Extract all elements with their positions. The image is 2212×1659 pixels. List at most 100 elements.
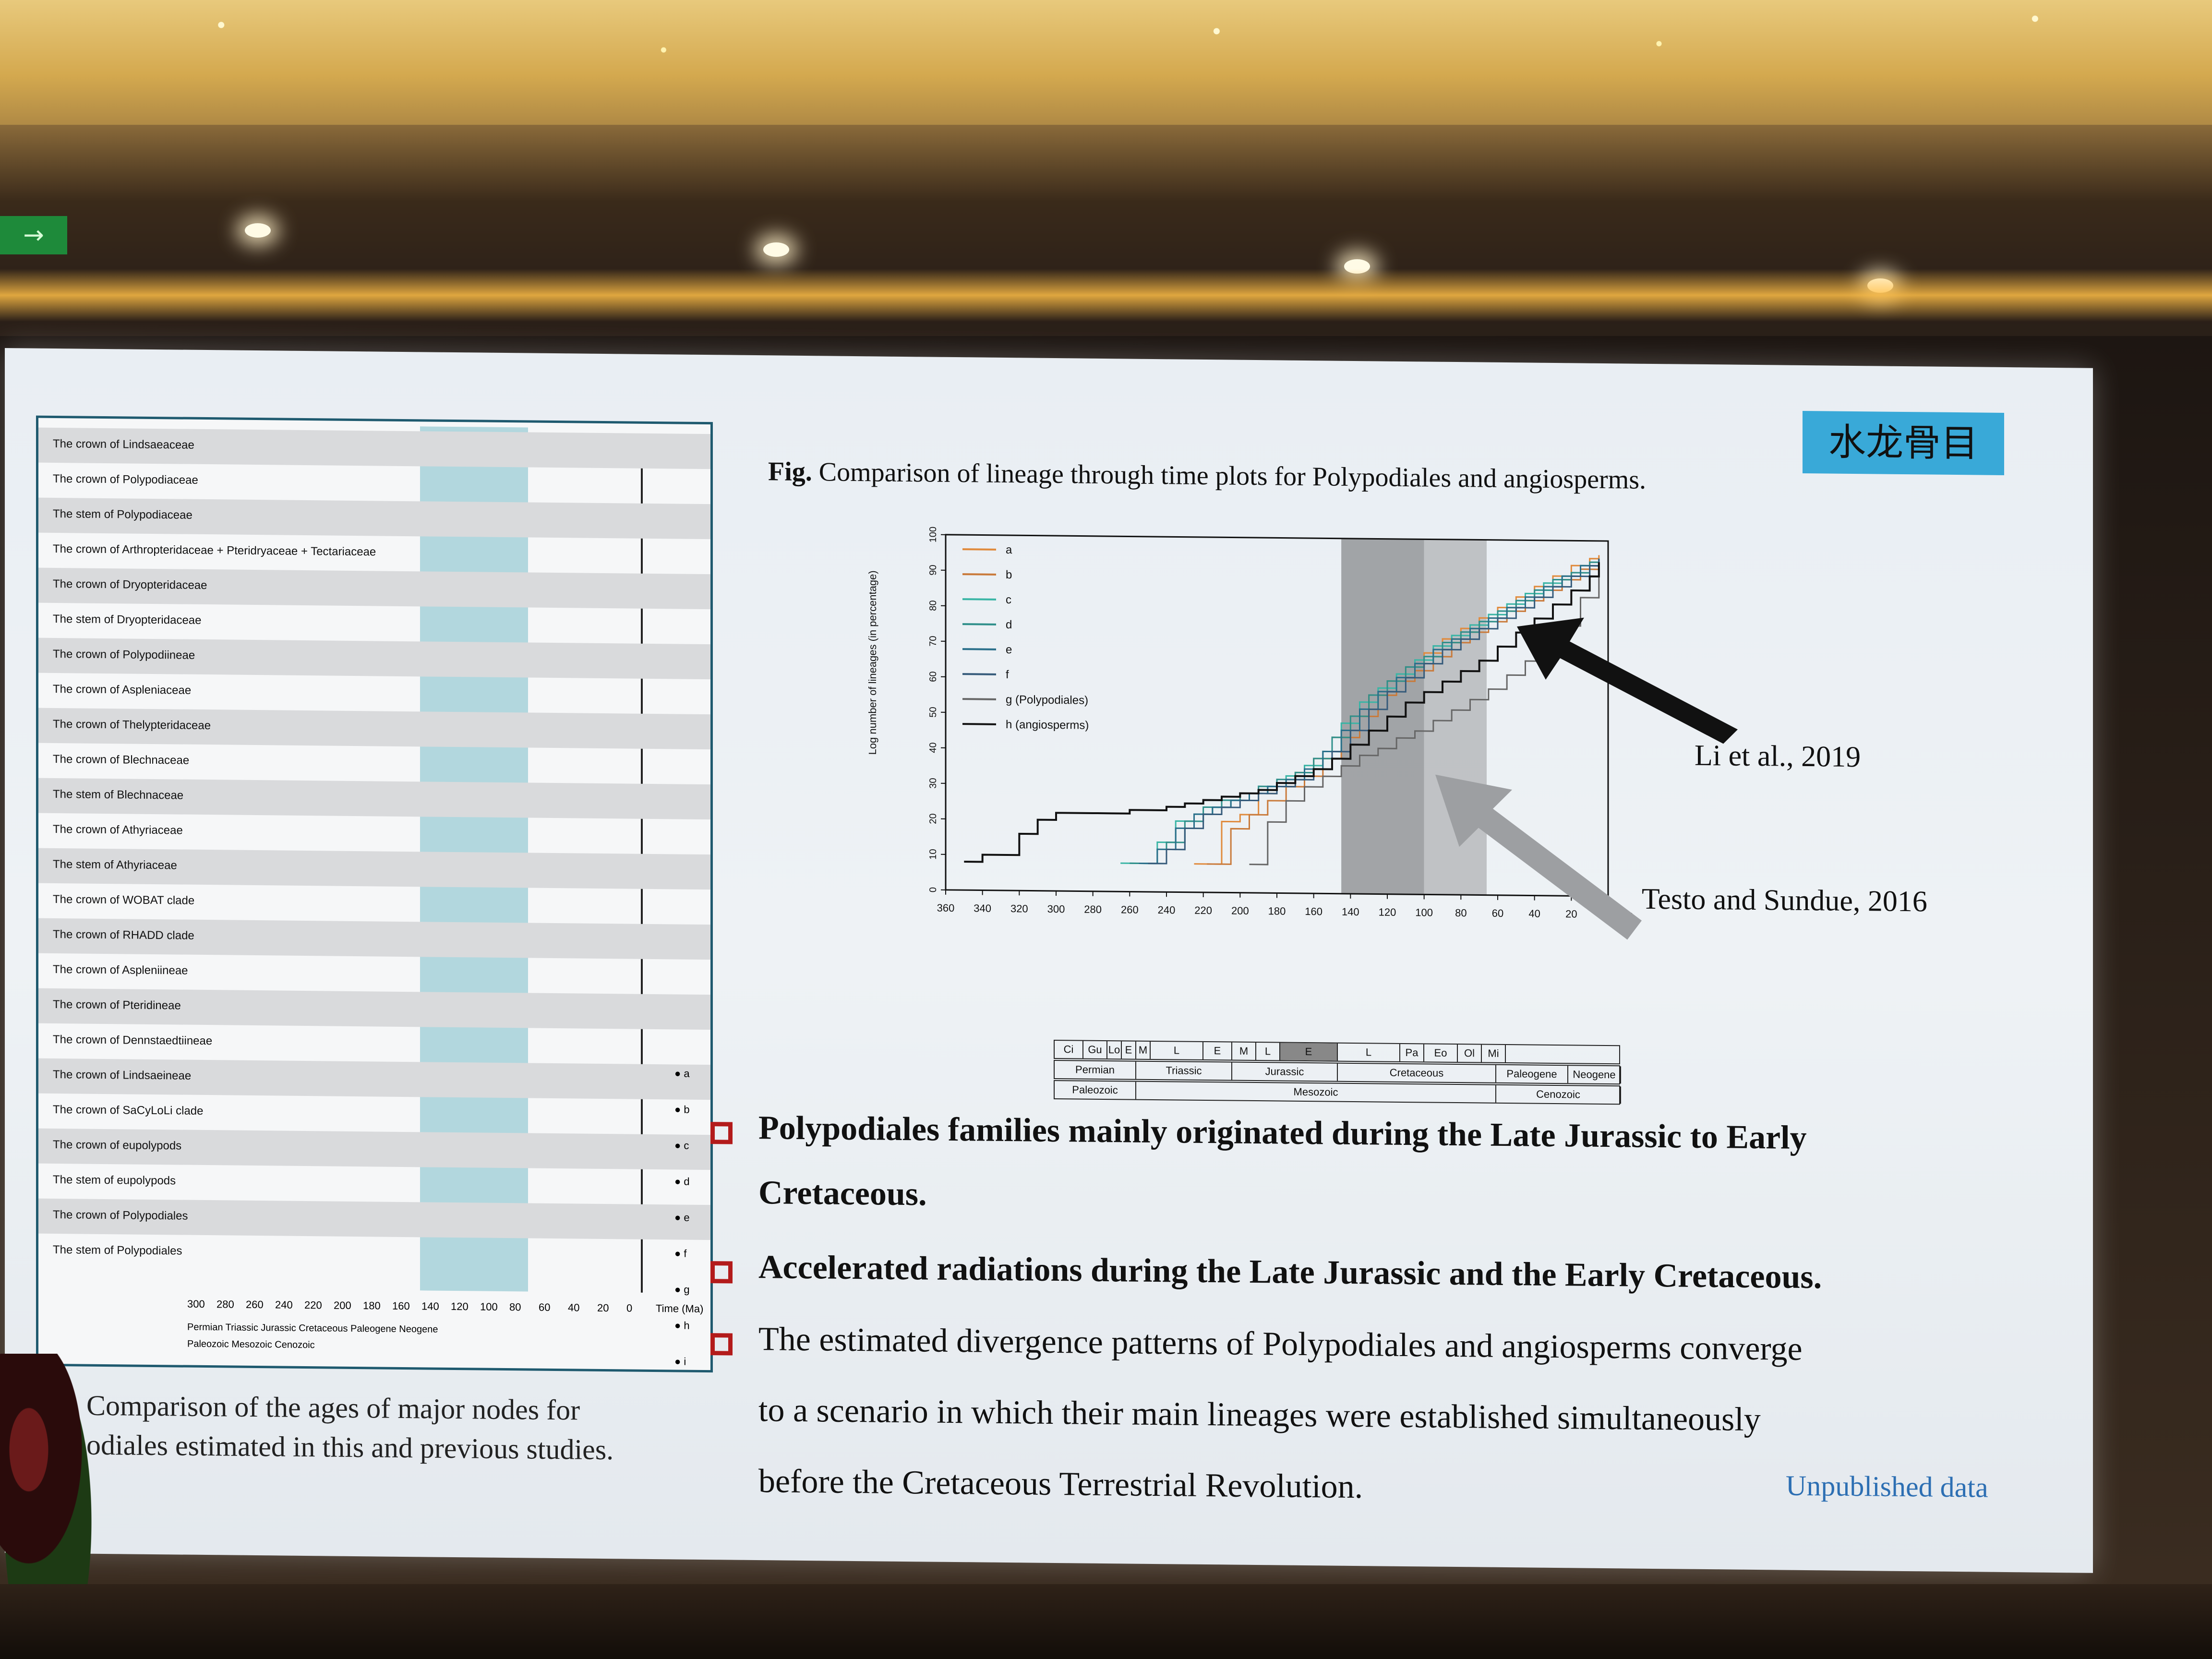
node-row-label: The stem of Polypodiaceae xyxy=(53,507,192,522)
x-tick-label: 140 xyxy=(1342,906,1359,918)
legend-swatch xyxy=(962,623,996,625)
node-row: The crown of Polypodiaceae xyxy=(38,463,710,504)
legend-label: e xyxy=(1006,643,1012,656)
time-scale-cell: Lo xyxy=(1107,1041,1122,1059)
node-row: The stem of eupolypods xyxy=(38,1164,710,1205)
bullet-text: Cretaceous. xyxy=(758,1174,927,1213)
node-row-label: The stem of Dryopteridaceae xyxy=(53,612,202,627)
time-scale-cell: Ol xyxy=(1458,1045,1482,1062)
x-tick-label: 80 xyxy=(1455,907,1467,919)
y-tick-label: 60 xyxy=(928,671,938,682)
node-row-label: The stem of Blechnaceae xyxy=(53,787,184,802)
y-tick-label: 80 xyxy=(928,600,938,611)
x-tick-label: 60 xyxy=(1492,907,1503,919)
y-tick-label: 20 xyxy=(928,813,938,824)
legend-label: h (angiosperms) xyxy=(1006,718,1089,732)
node-row-label: The crown of Polypodiineae xyxy=(53,647,195,662)
node-row-label: The crown of Thelypteridaceae xyxy=(53,717,211,733)
time-scale-cell: Gu xyxy=(1083,1041,1107,1059)
time-scale-cell: Permian xyxy=(1055,1060,1136,1079)
ltt-chart: 360 340 320 300 280 260 240 220 200 180 160 140 120 1… xyxy=(902,486,1632,1026)
time-scale-cell: Paleogene xyxy=(1496,1065,1568,1083)
time-scale-cell: Jurassic xyxy=(1232,1062,1338,1081)
li-arrow xyxy=(1517,617,1738,744)
axis-tick-label: 300 xyxy=(187,1298,205,1310)
time-scale-cell: Mi xyxy=(1482,1045,1506,1063)
node-row: The crown of Pteridineae xyxy=(38,988,710,1030)
bullet-text: Polypodiales families mainly originated … xyxy=(758,1109,1807,1157)
bullet-text: Accelerated radiations during the Late J… xyxy=(758,1249,1822,1296)
time-scale-cell: Mesozoic xyxy=(1136,1082,1496,1103)
x-tick-label: 20 xyxy=(1565,908,1577,920)
axis-tick-label: 200 xyxy=(334,1299,351,1311)
node-row-label: The crown of Dryopteridaceae xyxy=(53,577,207,592)
node-row: The crown of Arthropteridaceae + Pteridr… xyxy=(38,533,710,574)
projection-screen: The crown of Lindsaeaceae The crown of Po… xyxy=(5,348,2093,1573)
era-row: Paleozoic Mesozoic Cenozoic xyxy=(1054,1080,1621,1105)
axis-tick-label: 100 xyxy=(480,1300,498,1313)
order-tag: 水龙骨目 xyxy=(1803,410,2004,475)
node-row: The crown of RHADD clade xyxy=(38,918,710,960)
bullet-text: before the Cretaceous Terrestrial Revolu… xyxy=(758,1463,1363,1506)
geologic-time-scale: Ci Gu Lo E M L E M L E L Pa Eo Ol Mi Permian Triassic Jur… xyxy=(1054,1039,1621,1107)
y-tick-label: 0 xyxy=(928,887,938,892)
axis-title: Time (Ma) xyxy=(656,1302,704,1315)
x-tick-label: 180 xyxy=(1268,905,1286,917)
legend-swatch xyxy=(962,548,996,551)
bullet-text: The estimated divergence patterns of Pol… xyxy=(758,1321,1803,1368)
node-row-label: The stem of Polypodiales xyxy=(53,1243,182,1258)
node-row: The stem of Dryopteridaceae xyxy=(38,603,710,644)
x-tick-label: 260 xyxy=(1121,903,1139,915)
node-row: The crown of Aspleniaceae xyxy=(38,673,710,714)
time-scale-cell: Pa xyxy=(1400,1044,1424,1062)
era-row: Paleozoic Mesozoic Cenozoic xyxy=(187,1338,315,1351)
node-row: The crown of Dennstaedtiineae xyxy=(38,1023,710,1065)
figure-label: Fig. xyxy=(768,457,812,487)
legend-entry: ● f xyxy=(674,1247,687,1260)
node-row-label: The crown of Lindsaeaceae xyxy=(53,437,194,452)
node-row: The crown of Dryopteridaceae xyxy=(38,567,710,610)
axis-tick-label: 60 xyxy=(539,1301,551,1313)
node-row-label: The crown of Dennstaedtiineae xyxy=(53,1033,213,1048)
bullet-list: Polypodiales families mainly originated … xyxy=(710,1108,2007,1505)
time-scale-cell: L xyxy=(1151,1041,1203,1059)
y-tick-label: 30 xyxy=(928,778,938,788)
node-row: The crown of Aspleniineae xyxy=(38,953,710,995)
x-tick-label: 280 xyxy=(1084,903,1102,915)
decorative-plant xyxy=(0,1354,96,1594)
x-tick-label: 120 xyxy=(1379,906,1396,918)
node-row-label: The crown of Polypodiaceae xyxy=(53,472,198,487)
axis-tick-label: 220 xyxy=(304,1298,322,1311)
axis-tick-label: 140 xyxy=(421,1300,439,1312)
node-row-label: The crown of Pteridineae xyxy=(53,998,181,1012)
time-scale-cell: Cretaceous xyxy=(1338,1063,1496,1082)
axis-tick-label: 260 xyxy=(246,1298,264,1311)
legend-entry: ● e xyxy=(674,1211,690,1224)
time-scale-cell: Ci xyxy=(1055,1040,1083,1058)
legend-entry: ● d xyxy=(674,1175,690,1188)
axis-tick-label: 40 xyxy=(568,1301,580,1314)
audience-floor xyxy=(0,1584,2212,1659)
x-tick-label: 340 xyxy=(974,902,991,914)
node-row-label: The crown of Aspleniineae xyxy=(53,962,188,977)
node-row-label: The stem of Athyriaceae xyxy=(53,857,177,872)
node-row-label: The crown of Lindsaeineae xyxy=(53,1068,192,1082)
node-row: The crown of Lindsaeineae xyxy=(38,1058,710,1100)
node-row-label: The crown of eupolypods xyxy=(53,1138,182,1153)
x-tick-label: 200 xyxy=(1231,905,1249,917)
node-row: The crown of WOBAT clade xyxy=(38,883,710,925)
node-row: The crown of Athyriaceae xyxy=(38,813,710,854)
axis-tick-label: 280 xyxy=(216,1298,234,1310)
node-age-figure: The crown of Lindsaeaceae The crown of Po… xyxy=(36,415,713,1373)
node-row: The crown of Blechnaceae xyxy=(38,743,710,784)
legend-label: d xyxy=(1006,618,1012,631)
time-scale-cell: L xyxy=(1338,1043,1400,1061)
y-tick-label: 40 xyxy=(928,742,938,753)
spotlight xyxy=(245,223,271,238)
series-line-h xyxy=(964,562,1600,863)
legend-label: c xyxy=(1006,593,1011,606)
node-row: The crown of Lindsaeaceae xyxy=(38,427,710,469)
unpublished-note: Unpublished data xyxy=(1786,1469,1988,1503)
time-scale-cell: Cenozoic xyxy=(1496,1085,1621,1104)
x-tick-label: 220 xyxy=(1194,904,1212,916)
